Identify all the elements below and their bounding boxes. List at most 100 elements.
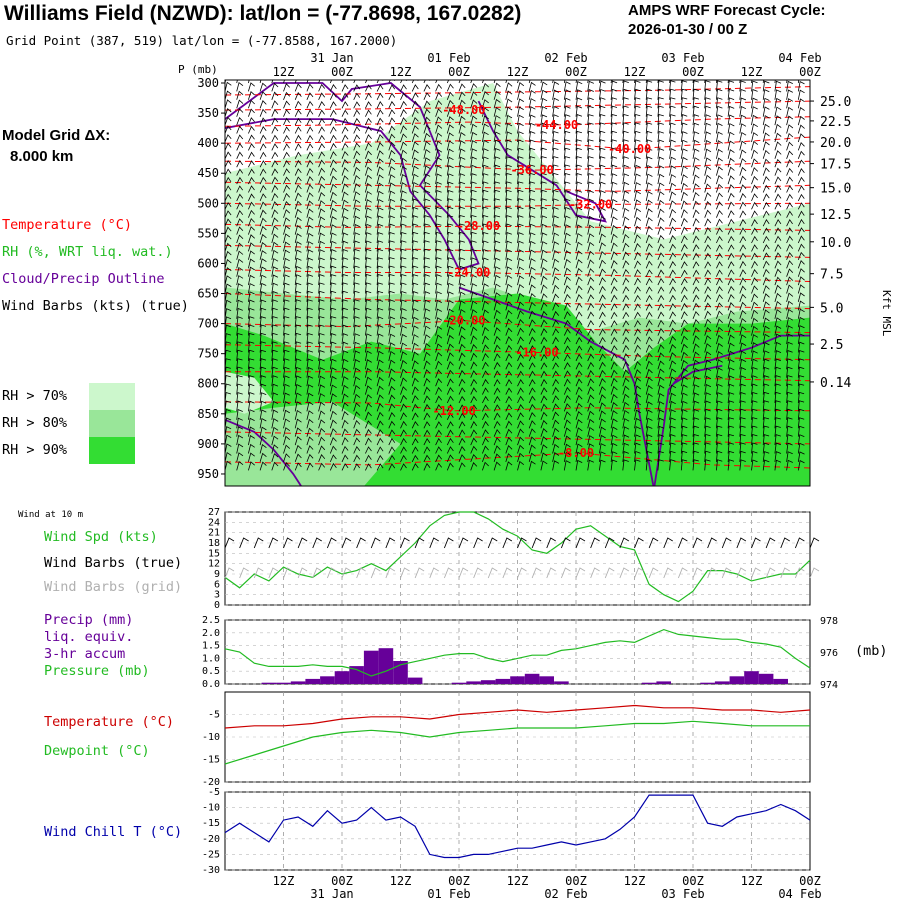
wind-barb	[446, 265, 454, 277]
wind-barb	[563, 97, 571, 109]
wind-barb	[575, 89, 583, 100]
wind-barb	[458, 214, 465, 227]
wind-barb	[552, 198, 559, 210]
wind-barb	[446, 352, 454, 362]
wind-barb	[552, 276, 560, 286]
wind-barb	[376, 376, 384, 387]
wind-barb	[505, 362, 513, 370]
wind-barb	[528, 460, 536, 471]
kft-tick-label: 12.5	[820, 208, 851, 223]
wind-barb	[388, 429, 396, 437]
wind-barb	[751, 342, 758, 353]
wind-barb	[587, 426, 595, 437]
wind-barb	[563, 241, 571, 252]
wind-barb	[458, 326, 466, 336]
wind-barb	[470, 248, 477, 260]
wind-barb	[446, 80, 454, 84]
wind-barb	[762, 149, 770, 159]
wind-barb	[563, 81, 571, 92]
wind-barb	[622, 385, 630, 395]
wind-barb	[294, 159, 302, 168]
wind-barb	[470, 378, 478, 387]
wind-barb	[727, 88, 735, 100]
wind-barb	[540, 206, 548, 218]
wind-barb	[318, 216, 326, 227]
wind-barb	[786, 235, 794, 244]
wind-barb	[599, 336, 606, 345]
wind-barb	[259, 349, 267, 361]
temp-contour-label: -48.00	[442, 103, 485, 117]
wind-barb	[236, 134, 244, 143]
wind-barb	[517, 362, 524, 370]
wind-barb	[599, 410, 606, 420]
wind-barb	[797, 259, 805, 269]
wind-barb	[704, 209, 712, 218]
wind-barb	[388, 231, 395, 244]
wind-barb	[727, 218, 735, 227]
wind-barb	[692, 139, 700, 151]
wind-barb	[704, 417, 711, 429]
wind-barb	[411, 116, 419, 126]
wind-barb	[306, 100, 314, 109]
wind-barb	[446, 404, 454, 412]
wind-barb	[575, 370, 583, 378]
wind-barb	[727, 261, 735, 269]
wind-barb	[517, 284, 525, 294]
precip-bar	[729, 676, 745, 684]
wind-barb	[376, 368, 384, 378]
wind-barb	[739, 277, 747, 286]
wind-barb	[587, 164, 594, 176]
wind-barb	[716, 105, 723, 117]
pressure-tick-label: 450	[197, 166, 219, 180]
wind-barb	[645, 294, 653, 303]
wind-barb	[435, 116, 443, 126]
wind-barb	[517, 223, 524, 235]
wind-barb	[622, 190, 630, 201]
wind-barb	[517, 215, 524, 227]
wind-barb	[458, 80, 466, 84]
wind-barb	[306, 332, 313, 345]
wind-barb	[692, 191, 700, 202]
wind-barb	[446, 395, 454, 404]
wind-barb-true	[253, 537, 264, 549]
wind-barb	[692, 367, 700, 378]
wind-barb	[271, 160, 279, 168]
wind-barb	[400, 190, 407, 201]
wind-barb	[751, 317, 759, 328]
wind-barb	[306, 427, 314, 437]
wind-barb	[634, 401, 642, 412]
wind-barb	[774, 150, 782, 159]
wind-barb	[692, 200, 700, 210]
wind-barb	[727, 293, 735, 303]
wind-barb-grid	[575, 567, 586, 579]
wind-barb	[528, 172, 536, 185]
wind-barb-grid	[721, 567, 732, 579]
wind-barb	[505, 275, 513, 286]
wind-barb	[446, 257, 454, 269]
wind-barb	[400, 198, 407, 210]
wind-barb	[318, 240, 325, 252]
wind-barb	[540, 362, 548, 370]
wind-barb	[786, 383, 793, 395]
wind-barb	[248, 82, 255, 92]
wind-barb	[704, 174, 712, 185]
wind-barb	[622, 164, 629, 176]
wind-barb-grid	[780, 567, 790, 579]
wind-barb	[727, 114, 735, 126]
wind-barb-true	[268, 537, 279, 549]
wind-barb	[341, 199, 349, 210]
wind-barb	[739, 442, 746, 454]
wind-barb-true	[224, 537, 235, 549]
wind-barb	[645, 442, 653, 454]
wind-barb	[446, 206, 454, 218]
wind-barb	[786, 366, 793, 378]
wind-barb	[411, 368, 419, 378]
wind-barb	[493, 123, 501, 134]
wind-barb	[388, 190, 396, 201]
wind-barb	[400, 394, 407, 404]
wind-barb	[610, 385, 618, 395]
wind-barb	[435, 395, 443, 404]
wind-barb	[540, 147, 547, 159]
wind-barb-true	[707, 537, 717, 549]
wind-barb	[505, 292, 513, 303]
